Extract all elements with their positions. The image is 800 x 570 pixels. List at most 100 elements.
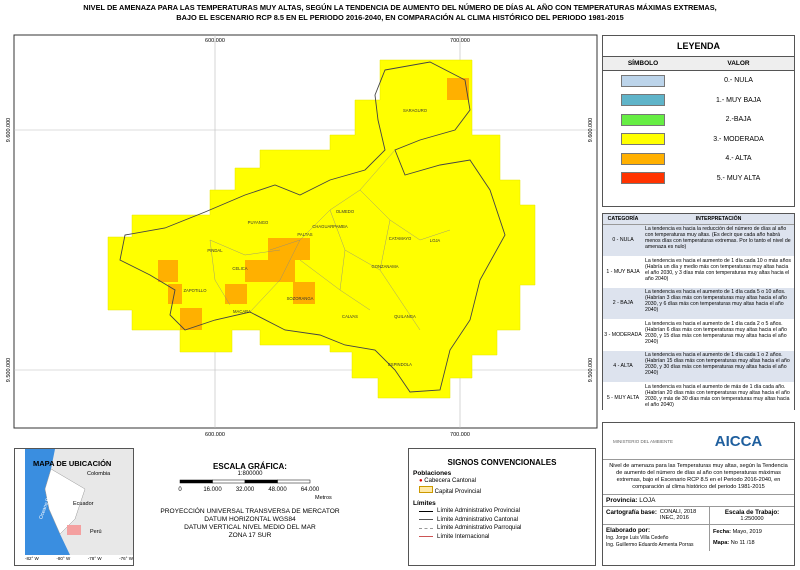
legend-swatch [603, 74, 683, 87]
legend-swatch [603, 113, 683, 126]
projection: PROYECCIÓN UNIVERSAL TRANSVERSA DE MERCA… [160, 508, 340, 540]
scale-segment [244, 479, 278, 484]
pop-label: Capital Provincial [434, 489, 482, 495]
pop-item: ● Cabecera Cantonal [419, 478, 476, 484]
legend-row: 0.- NULA [603, 71, 794, 91]
interp-text: La tendencia es hacia el aumento de más … [645, 383, 790, 408]
scale-tick: 48.000 [268, 487, 287, 493]
cell: Elaborado por: Ing. Jorge Luis Villa Cede… [603, 525, 710, 551]
place-label: CATAMAYO [389, 236, 412, 241]
projection-line: ZONA 17 SUR [228, 532, 272, 539]
lon-ticks: -82° W -80° W -78° W -76° W [25, 556, 133, 561]
interp-text: La tendencia es hacia el aumento de 1 dí… [645, 320, 787, 345]
limit-items: Límite Administrativo Provincial Límite A… [419, 507, 595, 541]
place-label: LOJA [430, 238, 441, 243]
header-cell: VALOR [727, 60, 750, 67]
place-label: PINDAL [207, 248, 223, 253]
place-label: SOZORANGA [287, 296, 314, 301]
row: Elaborado por: Ing. Jorge Luis Villa Cede… [603, 525, 794, 551]
legend-label: 2.-BAJA [725, 116, 752, 124]
y-coord: 9.600.000 [588, 118, 594, 142]
place-label: QUILANGA [394, 314, 416, 319]
value: 1:250000 [740, 516, 764, 522]
description: Nivel de amenaza para las Temperaturas m… [603, 460, 794, 495]
scale-segment [212, 479, 246, 484]
label: Elaborado por: [606, 527, 651, 534]
interp-text: La tendencia es hacia el aumento de 1 dí… [645, 352, 790, 376]
place-label: SARAGURO [403, 108, 428, 113]
label: Provincia: [606, 497, 638, 504]
legend-swatch [603, 94, 683, 107]
info-box: MINISTERIO DEL AMBIENTE AICCA Nivel de a… [602, 422, 795, 566]
limit-symbol [419, 510, 433, 512]
limit-label: Límite Internacional [437, 533, 490, 540]
x-coord: 600.000 [205, 432, 225, 438]
value: CONALI, 2018 [659, 509, 697, 515]
label: Fecha: [713, 529, 732, 535]
threat-area [107, 59, 536, 399]
legend-label: 4.- ALTA [725, 155, 752, 163]
header-cell: SÍMBOLO [627, 60, 659, 67]
province-row: Provincia: LOJA [603, 495, 794, 507]
legend-items: 0.- NULA 1.- MUY BAJA 2.-BAJA 3.- MODERADA 4… [603, 71, 794, 188]
limit-label: Límite Administrativo Provincial [437, 508, 521, 514]
scale-unit: Metros [315, 495, 332, 501]
interp-category: 3 - MODERADA [604, 331, 642, 338]
scale-bar: 0 16.000 32.000 48.000 64.000 Metros [178, 479, 332, 501]
interp-category: 0 - NULA [612, 237, 634, 244]
limit-label: Límite Administrativo Parroquial [437, 525, 522, 531]
legend: LEYENDA SÍMBOLO VALOR 0.- NULA 1.- MUY BA… [602, 35, 795, 207]
cell: Cartografía base: CONALI, 2018 INEC, 2016 [603, 507, 710, 524]
header-cell: INTERPRETACIÓN [695, 216, 742, 222]
interp-category: 1 - MUY BAJA [606, 268, 640, 275]
location-svg [25, 449, 133, 555]
y-coord: 9.500.000 [6, 358, 12, 382]
y-coord: 9.500.000 [588, 358, 594, 382]
legend-title: LEYENDA [603, 36, 794, 57]
x-coord: 700.000 [450, 432, 470, 438]
title-line: BAJO EL ESCENARIO RCP 8.5 EN EL PERIODO … [176, 13, 624, 22]
scale-tick: 32.000 [236, 487, 255, 493]
swatch [621, 172, 665, 185]
limit-label: Límite Administrativo Cantonal [437, 516, 519, 523]
legend-row: 3.- MODERADA [603, 130, 794, 150]
lon-tick: -82° W [25, 556, 39, 561]
swatch [621, 113, 665, 126]
place-label: MACARA [233, 309, 251, 314]
label: Escala de Trabajo: [724, 509, 780, 516]
canton-boundaries [209, 149, 451, 331]
interp-category: 4 - ALTA [613, 363, 633, 370]
legend-swatch [603, 133, 683, 146]
interp-row: 1 - MUY BAJA La tendencia es hacia el aum… [603, 256, 794, 288]
label: Cartografía base: [606, 509, 657, 516]
swatch [621, 152, 665, 165]
legend-label: 1.- MUY BAJA [716, 96, 761, 104]
lon-tick: -78° W [87, 556, 102, 561]
projection-line: DATUM HORIZONTAL WGS84 [204, 516, 296, 523]
limit-item: Límite Administrativo Provincial [419, 507, 595, 516]
high-cells [158, 78, 469, 330]
interp-category: 2 - BAJA [612, 300, 634, 307]
logos: MINISTERIO DEL AMBIENTE AICCA [603, 423, 794, 460]
signs-title: SIGNOS CONVENCIONALES [447, 458, 557, 467]
place-label: PALTAS [297, 232, 312, 237]
interp-text: La tendencia es hacia el aumento de 1 dí… [645, 289, 787, 313]
place-label: GONZANAMA [372, 264, 399, 269]
row: Cartografía base: CONALI, 2018 INEC, 2016 … [603, 507, 794, 525]
country-label: Ecuador [73, 501, 94, 507]
scale-tick: 16.000 [203, 487, 222, 493]
scale-segment [277, 479, 311, 484]
limit-item: Límite Internacional [419, 533, 595, 542]
legend-swatch [603, 152, 683, 165]
place-label: CHAGUARPAMBA [312, 224, 347, 229]
legend-row: 4.- ALTA [603, 149, 794, 169]
limit-item: Límite Administrativo Cantonal [419, 516, 595, 525]
scale-segment [179, 479, 213, 484]
date-row: Fecha: Mayo, 2019 [713, 527, 791, 538]
value: Ing. Jorge Luis Villa Cedeño [606, 535, 669, 541]
value: Mayo, 2019 [732, 529, 762, 535]
scale-title: ESCALA GRÁFICA: [213, 462, 287, 471]
swatch [621, 94, 665, 107]
